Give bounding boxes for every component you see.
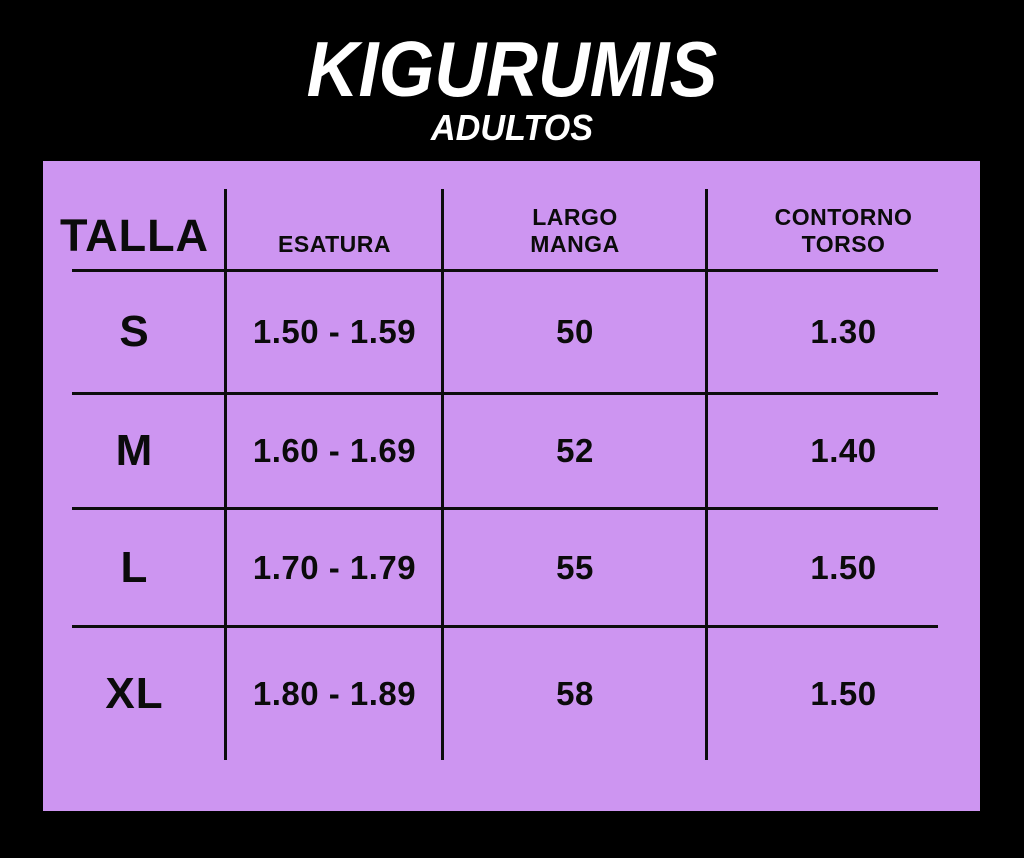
column-header-label: CONTORNO TORSO — [775, 204, 913, 259]
cell-largo-manga: 55 — [556, 548, 594, 586]
table-horizontal-line-header — [72, 269, 938, 272]
cell-largo-manga: 52 — [556, 432, 594, 469]
title-block: KIGURUMIS ADULTOS — [0, 0, 1024, 146]
poster-title: KIGURUMIS — [306, 25, 718, 113]
cell-size: L — [120, 542, 149, 592]
cell-size: S — [119, 307, 150, 356]
column-header-label: TALLA — [59, 210, 210, 261]
cell-contorno-torso: 1.50 — [810, 548, 877, 586]
table-vertical-line-1 — [224, 189, 227, 760]
cell-contorno-torso: 1.40 — [810, 432, 877, 469]
cell-estatura: 1.80 - 1.89 — [252, 675, 417, 712]
table-row-m: M 1.60 - 1.69 52 1.40 — [43, 395, 980, 507]
table-horizontal-line-row-m — [72, 507, 938, 510]
column-header-esatura: ESATURA — [226, 161, 443, 269]
column-header-talla: TALLA — [43, 161, 226, 269]
cell-estatura: 1.50 - 1.59 — [252, 313, 417, 350]
cell-size: M — [115, 426, 154, 475]
column-header-label: ESATURA — [278, 231, 391, 258]
cell-estatura: 1.60 - 1.69 — [252, 432, 417, 469]
table-row-l: L 1.70 - 1.79 55 1.50 — [43, 510, 980, 625]
table-row-s: S 1.50 - 1.59 50 1.30 — [43, 272, 980, 392]
size-table-panel: TALLA ESATURA LARGO MANGA CONTORNO TORSO… — [43, 161, 980, 811]
table-vertical-line-2 — [441, 189, 444, 760]
column-header-line-1: CONTORNO — [774, 203, 913, 230]
column-header-line-2: TORSO — [801, 231, 886, 258]
column-header-label: LARGO MANGA — [530, 204, 619, 259]
column-header-contorno-torso: CONTORNO TORSO — [707, 161, 980, 269]
table-header-row: TALLA ESATURA LARGO MANGA CONTORNO TORSO — [43, 161, 980, 269]
cell-size: XL — [105, 669, 164, 718]
table-vertical-line-3 — [705, 189, 708, 760]
table-horizontal-line-row-l — [72, 625, 938, 628]
cell-contorno-torso: 1.50 — [810, 675, 877, 712]
cell-estatura: 1.70 - 1.79 — [252, 548, 417, 586]
column-header-line-2: MANGA — [530, 231, 620, 258]
table-row-xl: XL 1.80 - 1.89 58 1.50 — [43, 628, 980, 760]
table-horizontal-line-row-s — [72, 392, 938, 395]
cell-largo-manga: 58 — [556, 675, 594, 712]
cell-largo-manga: 50 — [556, 313, 594, 350]
poster-subtitle: ADULTOS — [430, 107, 594, 148]
column-header-line-1: LARGO — [532, 203, 618, 230]
column-header-largo-manga: LARGO MANGA — [443, 161, 707, 269]
cell-contorno-torso: 1.30 — [810, 313, 877, 350]
